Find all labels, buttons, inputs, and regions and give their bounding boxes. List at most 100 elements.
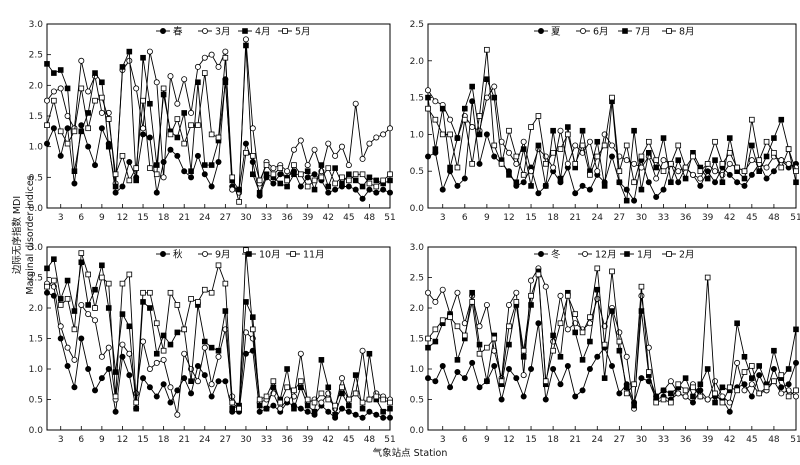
data-point: [461, 105, 468, 112]
x-tick-label: 15: [137, 213, 148, 223]
data-point: [174, 411, 181, 418]
data-point: [85, 302, 91, 308]
data-point: [167, 289, 174, 296]
data-point: [461, 116, 468, 123]
legend-item: 11月: [286, 250, 325, 261]
data-point: [557, 320, 564, 327]
data-point: [366, 140, 373, 147]
data-point: [491, 362, 498, 369]
y-tick-label: 1.0: [29, 365, 44, 375]
legend-marker: [201, 250, 208, 257]
y-tick-label: 0.0: [410, 426, 425, 436]
data-point: [432, 298, 439, 305]
data-point: [675, 390, 682, 397]
data-point: [98, 375, 105, 382]
data-point: [284, 183, 290, 190]
data-point: [565, 124, 571, 130]
data-point: [174, 134, 181, 141]
data-point: [147, 305, 153, 311]
data-point: [542, 378, 549, 384]
data-point: [498, 378, 505, 384]
data-point: [616, 390, 623, 397]
x-tick-label: 51: [384, 213, 395, 223]
y-tick-label: 2.5: [29, 51, 43, 61]
data-point: [263, 162, 270, 168]
legend-label: 夏: [551, 27, 561, 38]
data-point: [645, 179, 652, 186]
legend-label: 秋: [173, 249, 183, 261]
data-point: [484, 378, 490, 384]
legend-label: 10月: [259, 250, 281, 261]
y-tick-label: 1.5: [29, 335, 43, 345]
data-point: [386, 189, 393, 196]
data-point: [572, 329, 578, 336]
data-point: [249, 171, 256, 178]
data-point: [734, 320, 740, 327]
legend-item: 2月: [662, 250, 695, 261]
data-point: [675, 157, 682, 163]
data-point: [92, 97, 98, 104]
data-point: [601, 142, 608, 149]
data-point: [366, 180, 373, 187]
data-point: [85, 110, 91, 116]
data-point: [682, 387, 689, 394]
data-point: [195, 122, 201, 129]
plot-frame: [427, 23, 797, 209]
data-point: [668, 161, 674, 167]
data-point: [325, 165, 332, 171]
data-point: [712, 399, 718, 406]
data-point: [208, 162, 215, 168]
data-point: [424, 375, 431, 382]
data-point: [256, 396, 263, 403]
data-point: [770, 168, 777, 175]
x-tick-label: 45: [343, 213, 354, 223]
data-point: [520, 393, 527, 400]
data-point: [387, 177, 393, 184]
data-point: [425, 335, 431, 342]
data-point: [682, 375, 689, 381]
data-point: [660, 135, 667, 141]
data-point: [535, 113, 542, 119]
data-point: [188, 174, 195, 181]
data-point: [373, 177, 380, 184]
x-tick-label: 39: [702, 435, 714, 445]
x-tick-label: 24: [592, 435, 604, 445]
legend-item: 12月: [578, 250, 617, 261]
y-tick-label: 2.0: [410, 57, 425, 67]
data-point: [291, 162, 297, 168]
data-point: [112, 189, 119, 196]
data-point: [140, 289, 146, 296]
data-point: [201, 162, 208, 168]
data-point: [44, 283, 50, 290]
data-point: [71, 128, 78, 135]
data-point: [476, 341, 483, 348]
data-point: [447, 164, 453, 171]
data-point: [277, 165, 284, 171]
data-point: [778, 372, 785, 378]
data-point: [208, 344, 215, 351]
legend-marker: [666, 251, 672, 257]
data-point: [689, 399, 696, 406]
data-point: [188, 168, 194, 175]
x-tick-label: 51: [790, 213, 800, 223]
data-point: [215, 158, 222, 165]
data-point: [78, 259, 85, 266]
data-point: [229, 186, 236, 193]
data-point: [697, 175, 704, 182]
data-point: [359, 399, 366, 406]
data-point: [352, 186, 359, 193]
data-point: [181, 110, 188, 116]
data-point: [447, 314, 453, 320]
data-point: [631, 160, 638, 167]
data-point: [513, 375, 520, 382]
data-point: [346, 402, 352, 409]
data-point: [653, 157, 659, 163]
data-point: [528, 302, 534, 308]
data-point: [564, 160, 571, 167]
data-point: [579, 127, 586, 134]
data-point: [771, 378, 777, 384]
data-point: [140, 97, 146, 104]
data-point: [586, 186, 593, 193]
legend: 秋 9月 10月 11月: [156, 249, 325, 261]
data-point: [243, 42, 249, 49]
